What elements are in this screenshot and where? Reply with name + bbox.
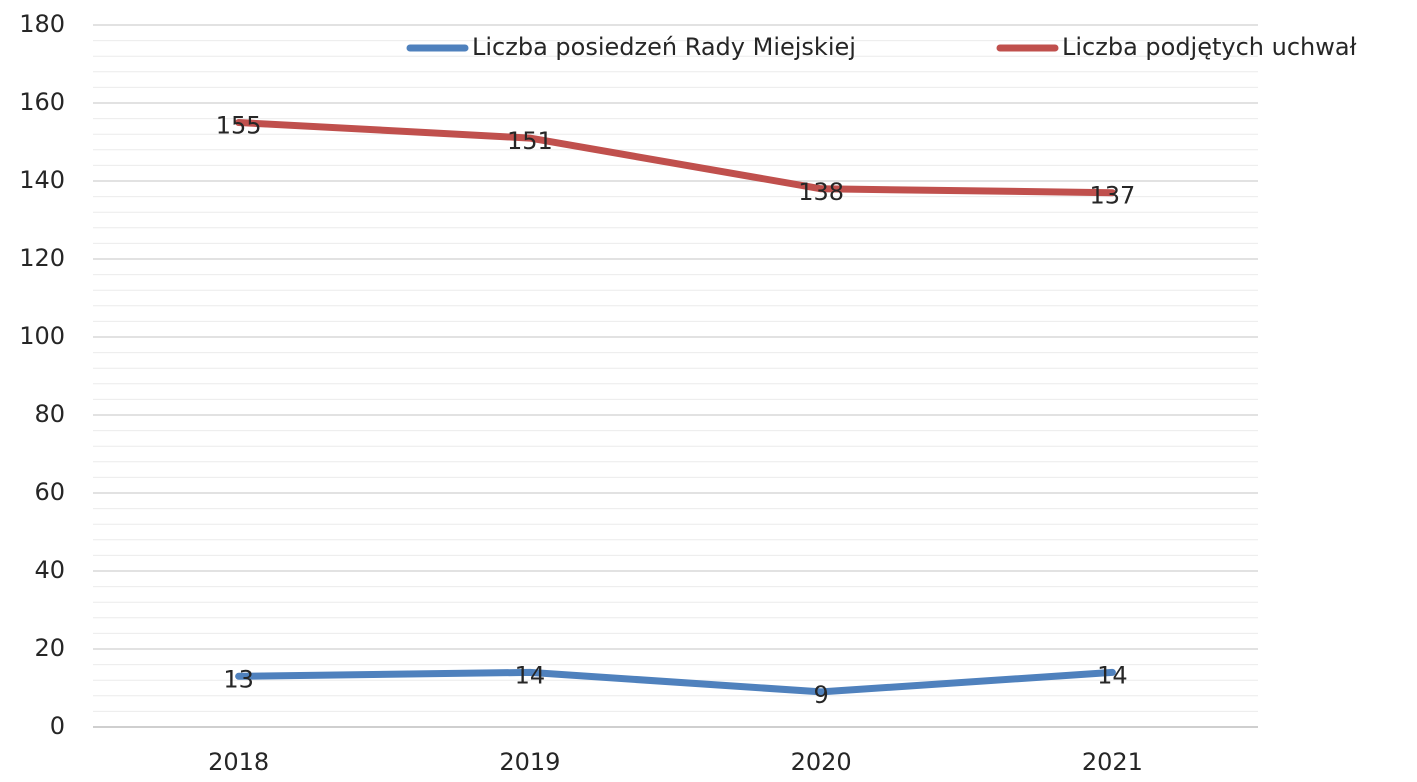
x-tick-label: 2018 <box>208 748 269 776</box>
y-tick-label: 120 <box>19 244 65 272</box>
y-tick-label: 40 <box>34 556 65 584</box>
data-label: 137 <box>1089 182 1135 210</box>
legend-label: Liczba podjętych uchwał <box>1062 33 1357 61</box>
data-label: 14 <box>515 661 546 689</box>
y-tick-label: 100 <box>19 322 65 350</box>
data-label: 155 <box>216 112 262 140</box>
y-tick-label: 160 <box>19 88 65 116</box>
x-tick-label: 2021 <box>1082 748 1143 776</box>
x-tick-label: 2020 <box>791 748 852 776</box>
data-label: 151 <box>507 127 553 155</box>
y-tick-label: 180 <box>19 10 65 38</box>
series-line <box>235 119 1116 197</box>
series-line <box>235 668 1116 696</box>
y-tick-label: 60 <box>34 478 65 506</box>
x-tick-label: 2019 <box>499 748 560 776</box>
data-label: 13 <box>223 665 254 693</box>
y-tick-label: 0 <box>50 712 65 740</box>
data-label: 9 <box>813 681 828 709</box>
y-tick-label: 80 <box>34 400 65 428</box>
data-label: 138 <box>798 178 844 206</box>
data-label: 14 <box>1097 661 1128 689</box>
y-tick-label: 20 <box>34 634 65 662</box>
y-tick-label: 140 <box>19 166 65 194</box>
legend-label: Liczba posiedzeń Rady Miejskiej <box>472 33 856 61</box>
